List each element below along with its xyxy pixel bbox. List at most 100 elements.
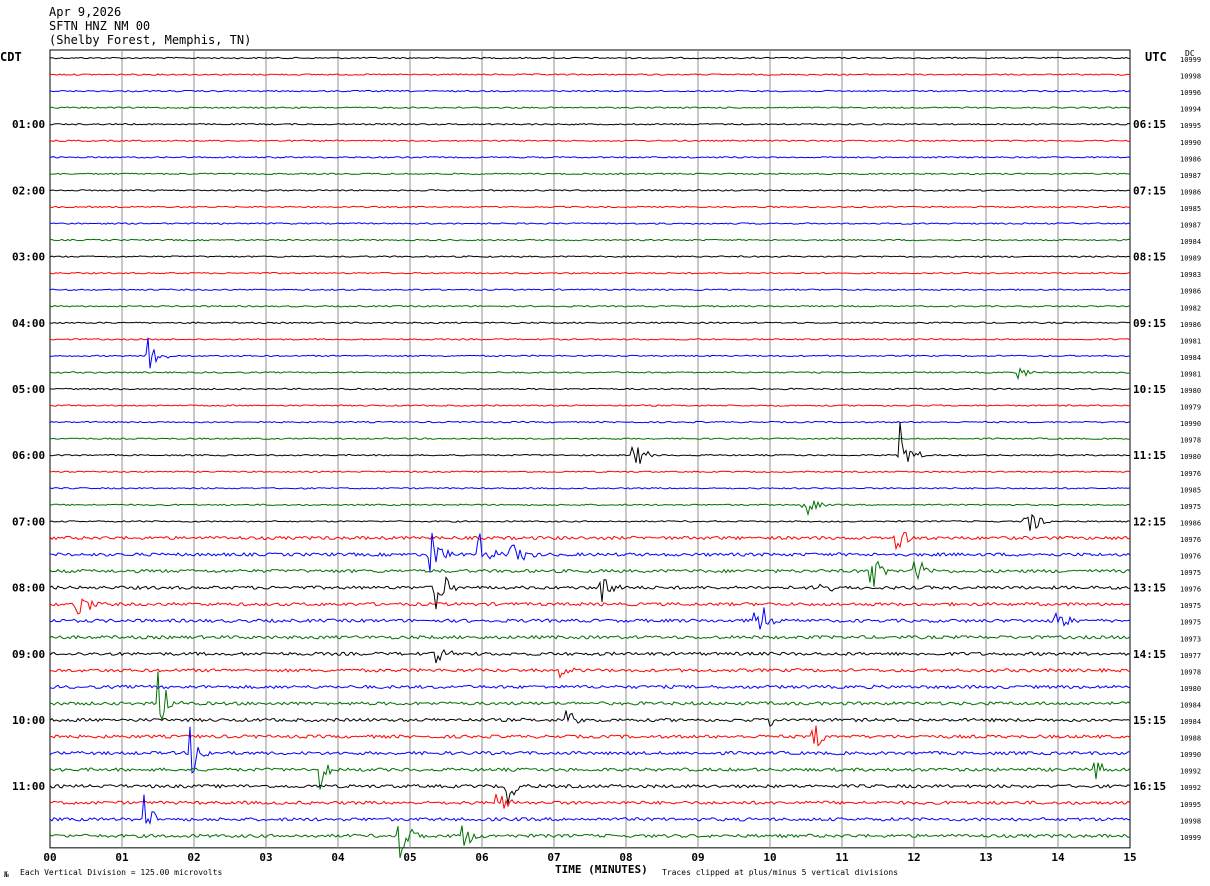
seismic-trace — [49, 634, 1131, 640]
x-tick-label: 02 — [187, 851, 200, 864]
seismic-trace — [49, 420, 1131, 424]
dc-value-label: 10988 — [1180, 735, 1201, 743]
dc-value-label: 10977 — [1180, 652, 1201, 660]
dc-value-label: 10994 — [1180, 106, 1201, 114]
dc-value-label: 10986 — [1180, 188, 1201, 196]
seismic-trace — [49, 598, 1131, 615]
right-axis-title: UTC — [1145, 50, 1167, 64]
x-tick-label: 12 — [907, 851, 920, 864]
x-tick-label: 04 — [331, 851, 345, 864]
dc-value-label: 10986 — [1180, 288, 1201, 296]
seismic-trace — [49, 783, 1131, 804]
utc-hour-label: 16:15 — [1133, 780, 1166, 793]
seismic-trace — [49, 106, 1131, 109]
seismic-trace — [49, 513, 1131, 531]
dc-value-label: 10990 — [1180, 139, 1201, 147]
station-code: SFTN HNZ NM 00 — [49, 19, 151, 33]
cdt-hour-label: 07:00 — [12, 515, 45, 528]
dc-value-label: 10998 — [1180, 817, 1201, 825]
dc-value-label: 10986 — [1180, 321, 1201, 329]
utc-hour-label: 10:15 — [1133, 383, 1166, 396]
seismic-trace — [49, 189, 1131, 192]
dc-value-label: 10976 — [1180, 553, 1201, 561]
utc-hour-label: 11:15 — [1133, 449, 1166, 462]
seismic-trace — [49, 487, 1131, 490]
dc-value-label: 10999 — [1180, 56, 1201, 64]
seismic-trace — [50, 671, 1131, 722]
x-tick-label: 07 — [547, 851, 560, 864]
cdt-hour-label: 02:00 — [12, 184, 45, 197]
seismic-trace — [49, 667, 1131, 679]
utc-hour-label: 13:15 — [1133, 582, 1166, 595]
plot-frame — [49, 49, 1131, 849]
dc-value-label: 10975 — [1180, 569, 1201, 577]
x-tick-label: 15 — [1123, 851, 1136, 864]
dc-value-label: 10984 — [1180, 354, 1201, 362]
seismic-trace — [49, 500, 1131, 517]
cdt-hour-label: 03:00 — [12, 251, 45, 264]
utc-hour-label: 08:15 — [1133, 251, 1166, 264]
seismic-trace — [49, 139, 1131, 142]
seismic-trace — [49, 321, 1131, 325]
dc-value-label: 10975 — [1180, 619, 1201, 627]
seismic-trace — [49, 794, 1131, 825]
seismic-trace — [49, 172, 1131, 176]
dc-value-label: 10999 — [1180, 834, 1201, 842]
dc-value-label: 10978 — [1180, 437, 1201, 445]
utc-hour-label: 12:15 — [1133, 515, 1166, 528]
seismic-trace — [49, 271, 1131, 275]
seismic-trace — [49, 726, 1131, 774]
dc-value-label: 10992 — [1180, 784, 1201, 792]
seismic-trace — [49, 222, 1131, 225]
dc-value-label: 10995 — [1180, 801, 1201, 809]
seismic-trace — [49, 205, 1130, 209]
cdt-hour-label: 05:00 — [12, 383, 45, 396]
seismic-trace — [49, 762, 1131, 790]
seismic-trace — [50, 387, 1131, 391]
dc-value-label: 10980 — [1180, 387, 1201, 395]
cdt-hour-label: 08:00 — [12, 582, 45, 595]
seismic-trace — [49, 404, 1131, 407]
utc-hour-label: 06:15 — [1133, 118, 1166, 131]
seismic-trace — [49, 532, 1131, 572]
dc-value-label: 10980 — [1180, 685, 1201, 693]
x-tick-label: 08 — [619, 851, 632, 864]
cdt-hour-label: 10:00 — [12, 714, 45, 727]
dc-value-label: 10973 — [1180, 635, 1201, 643]
dc-value-label: 10975 — [1180, 503, 1201, 511]
logo-mark: № — [4, 870, 9, 879]
dc-value-label: 10990 — [1180, 751, 1201, 759]
dc-value-label: 10986 — [1180, 519, 1201, 527]
utc-hour-label: 09:15 — [1133, 317, 1166, 330]
utc-hour-label: 07:15 — [1133, 184, 1166, 197]
seismic-trace — [49, 825, 1131, 859]
seismic-trace — [49, 238, 1131, 242]
chart-date: Apr 9,2026 — [49, 5, 122, 19]
seismic-trace — [49, 122, 1131, 126]
dc-value-label: 10985 — [1180, 486, 1201, 494]
dc-value-label: 10992 — [1180, 768, 1201, 776]
station-location: (Shelby Forest, Memphis, TN) — [49, 33, 252, 47]
dc-value-label: 10981 — [1180, 370, 1201, 378]
cdt-hour-label: 06:00 — [12, 449, 45, 462]
dc-value-label: 10987 — [1180, 172, 1201, 180]
dc-value-label: 10984 — [1180, 238, 1201, 246]
x-tick-label: 05 — [403, 851, 416, 864]
seismic-trace — [49, 337, 1131, 369]
x-tick-label: 03 — [259, 851, 272, 864]
cdt-hour-label: 04:00 — [12, 317, 45, 330]
dc-value-label: 10975 — [1180, 602, 1201, 610]
seismic-trace — [49, 255, 1131, 258]
dc-value-label: 10996 — [1180, 89, 1201, 97]
seismic-trace — [49, 648, 1131, 664]
dc-value-label: 10978 — [1180, 668, 1201, 676]
dc-value-label: 10983 — [1180, 271, 1201, 279]
seismic-trace — [49, 437, 1131, 440]
dc-value-label: 10976 — [1180, 586, 1201, 594]
dc-value-label: 10985 — [1180, 205, 1201, 213]
dc-value-label: 10998 — [1180, 73, 1201, 81]
x-tick-label: 14 — [1051, 851, 1065, 864]
seismic-trace — [49, 560, 1131, 587]
cdt-hour-label: 09:00 — [12, 648, 45, 661]
dc-value-label: 10989 — [1180, 255, 1201, 263]
